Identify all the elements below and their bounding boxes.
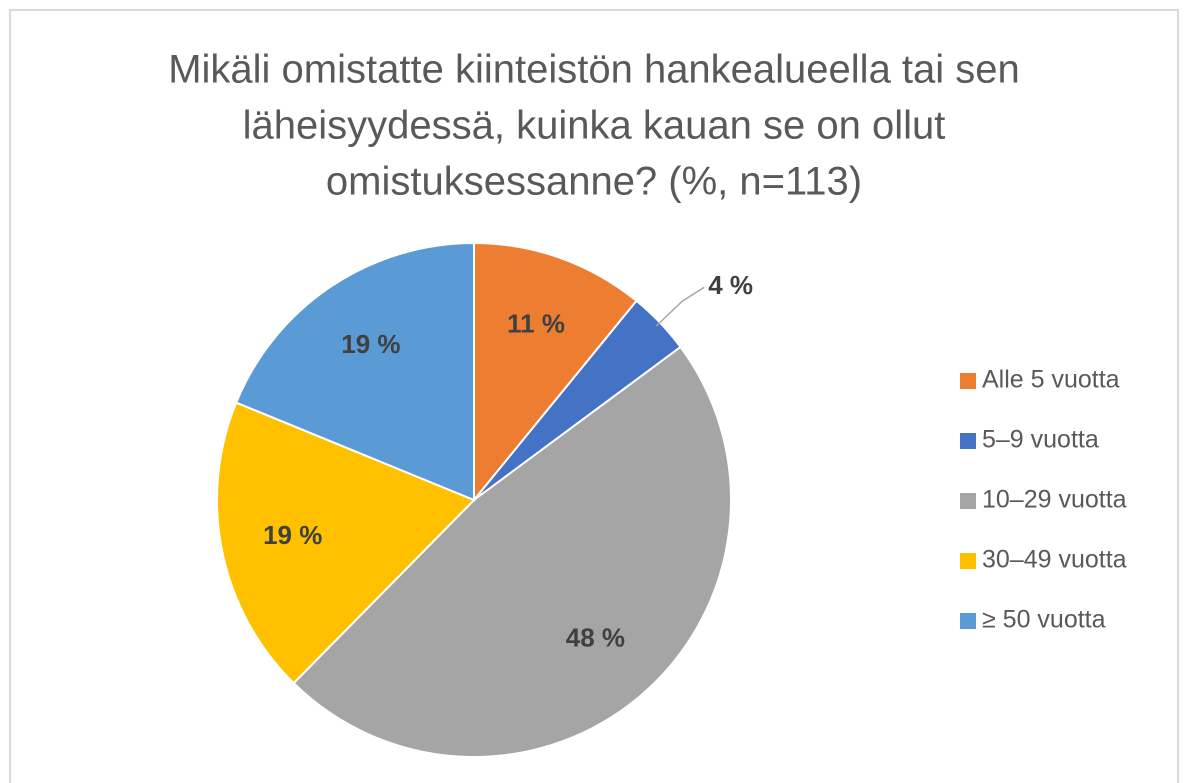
- pie-slice: [216, 401, 476, 685]
- legend-swatch: [960, 373, 976, 389]
- chart-title: läheisyydessä, kuinka kauan se on ollut: [243, 104, 946, 148]
- chart-title: omistuksessanne? (%, n=113): [326, 160, 862, 204]
- legend-swatch: [960, 433, 976, 449]
- data-label: 11 %: [507, 309, 565, 339]
- data-label: 19 %: [263, 520, 322, 550]
- data-label: 4 %: [708, 270, 753, 300]
- data-label: 19 %: [341, 329, 400, 359]
- legend-label: Alle 5 vuotta: [982, 366, 1120, 394]
- legend-label: ≥ 50 vuotta: [982, 606, 1106, 634]
- leader-line: [655, 286, 705, 327]
- pie-slice: [292, 345, 732, 758]
- pie-slice: [234, 241, 475, 502]
- data-label: 48 %: [566, 623, 625, 653]
- legend-swatch: [960, 553, 976, 569]
- legend-swatch: [960, 493, 976, 509]
- pie-slice: [473, 241, 638, 503]
- chart-title: Mikäli omistatte kiinteistön hankealueel…: [168, 48, 1020, 92]
- legend-label: 30–49 vuotta: [982, 546, 1127, 574]
- legend-label: 5–9 vuotta: [982, 426, 1099, 454]
- legend-label: 10–29 vuotta: [982, 486, 1127, 514]
- legend-swatch: [960, 613, 976, 629]
